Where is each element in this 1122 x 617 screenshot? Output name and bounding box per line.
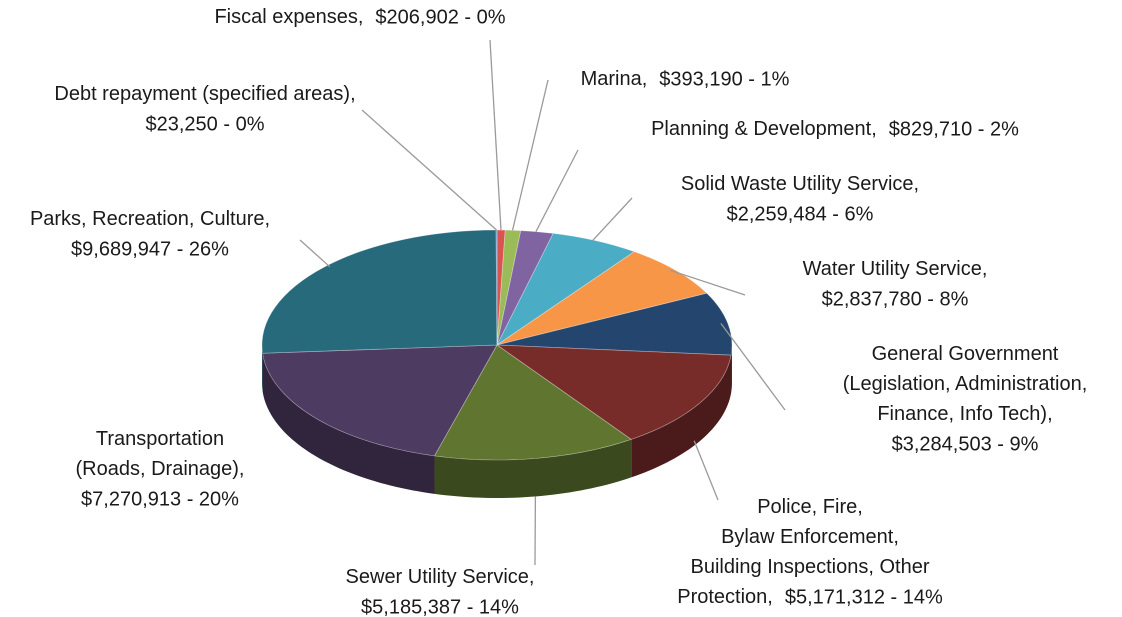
category-label: Police, Fire, Bylaw Enforcement, Building … [677,496,930,608]
category-label: Transportation (Roads, Drainage), [76,428,245,480]
leader-line [489,39,502,231]
slice [262,344,498,494]
label-line: Planning & Development, [651,118,877,140]
slice-top [495,232,636,347]
slice-side [434,439,632,498]
slice [495,344,732,478]
leader-line [670,269,746,296]
label-line: Marina, [581,68,648,90]
slice [496,292,733,394]
label-line: Transportation [96,428,224,450]
slice-side [731,345,732,394]
value-label: $7,270,913 - 20% [81,488,239,510]
leader-line [361,109,497,231]
value-label: $393,190 - 1% [659,68,789,90]
slice-top [496,230,554,346]
label-line: Fiscal expenses, [214,6,363,28]
value-label: $206,902 - 0% [375,6,505,28]
value-label: $3,284,503 - 9% [892,433,1039,455]
category-label: Water Utility Service, [803,258,988,280]
label-line: Protection, [677,586,773,608]
label-line: Police, Fire, [757,496,863,518]
label-line: Sewer Utility Service, [346,566,535,588]
slice-side [631,355,732,478]
value-label: $2,837,780 - 8% [822,288,969,310]
value-label: $23,250 - 0% [146,113,265,135]
slice [496,251,708,346]
category-label: Solid Waste Utility Service, [681,173,919,195]
leader-line [693,440,719,501]
leader-line [720,322,786,411]
slice-top [433,344,633,461]
slice-side [262,353,435,494]
label-line: Building Inspections, Other [690,556,929,578]
slice [261,229,498,392]
slice [495,232,636,347]
value-label: $829,710 - 2% [889,118,1019,140]
category-label: Planning & Development, [651,118,877,140]
slice-top [262,344,498,457]
slice [496,230,554,346]
label-line: (Legislation, Administration, [843,373,1088,395]
value-label: $2,259,484 - 6% [727,203,874,225]
label-line: Water Utility Service, [803,258,988,280]
leader-line [299,239,331,268]
slice-side [262,345,263,392]
slice-top [496,292,733,356]
value-label: $5,171,312 - 14% [785,586,943,608]
label-line: Parks, Recreation, Culture, [30,208,270,230]
label-line: Solid Waste Utility Service, [681,173,919,195]
slice [433,344,633,498]
category-label: Parks, Recreation, Culture, [30,208,270,230]
slice-top [496,251,708,346]
value-label: $5,185,387 - 14% [361,596,519,617]
category-label: Marina, [581,68,648,90]
leader-line [592,197,633,242]
slice-top [496,229,506,346]
label-line: Bylaw Enforcement, [721,526,899,548]
category-label: Sewer Utility Service, [346,566,535,588]
label-line: (Roads, Drainage), [76,458,245,480]
slice-top [495,344,732,440]
category-label: General Government (Legislation, Administ… [843,343,1088,425]
leader-line [511,79,549,231]
category-label: Debt repayment (specified areas), [54,83,355,105]
label-line: Debt repayment (specified areas), [54,83,355,105]
slice-top [261,229,498,354]
leader-line [535,149,579,232]
label-line: General Government [872,343,1059,365]
slice [496,229,506,346]
label-line: Finance, Info Tech), [877,403,1052,425]
value-label: $9,689,947 - 26% [71,238,229,260]
category-label: Fiscal expenses, [214,6,363,28]
